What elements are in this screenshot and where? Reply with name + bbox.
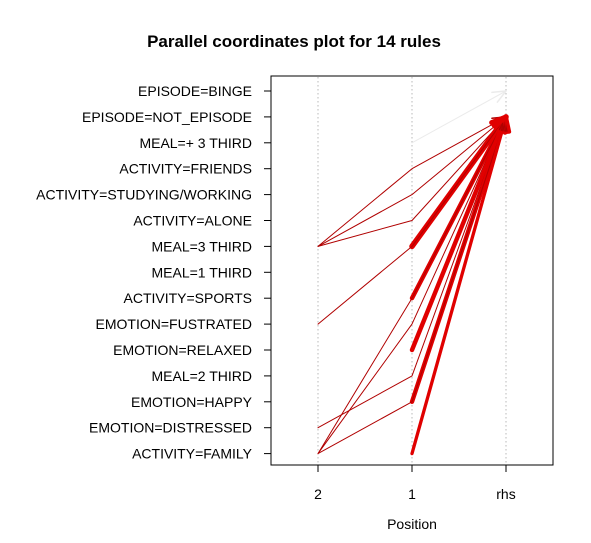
y-item-label: EPISODE=NOT_EPISODE: [82, 109, 252, 125]
rule-arrowheads: [489, 90, 512, 135]
y-item-label: MEAL=+ 3 THIRD: [139, 135, 252, 151]
y-item-label: ACTIVITY=STUDYING/WORKING: [36, 187, 252, 203]
y-axis-labels: EPISODE=BINGE EPISODE=NOT_EPISODE MEAL=+ 3…: [36, 83, 271, 462]
y-item-label: MEAL=3 THIRD: [152, 238, 253, 254]
rule-line-6: [317, 116, 507, 325]
rule-line-14: [410, 115, 508, 456]
rule-line-10: [409, 114, 509, 353]
y-item-label: MEAL=1 THIRD: [152, 264, 253, 280]
rule-line-1: [411, 90, 507, 144]
x-tick-label: 2: [314, 486, 322, 502]
rule-line-3: [317, 116, 507, 247]
rule-arrowhead-14: [494, 115, 511, 133]
x-tick-label: 1: [408, 486, 416, 502]
chart-title: Parallel coordinates plot for 14 rules: [147, 32, 441, 51]
y-item-label: EMOTION=HAPPY: [131, 394, 253, 410]
y-item-label: ACTIVITY=ALONE: [133, 213, 252, 229]
rule-lines: [317, 90, 509, 456]
y-item-label: MEAL=2 THIRD: [152, 368, 253, 384]
rule-line-2: [317, 116, 507, 247]
x-axis-label: Position: [387, 516, 437, 532]
y-item-label: ACTIVITY=SPORTS: [124, 290, 253, 306]
rule-line-13: [317, 116, 507, 455]
x-tick-label: rhs: [496, 486, 515, 502]
rule-line-11: [317, 116, 507, 429]
x-axis: 2 1 rhs: [314, 465, 516, 502]
y-item-label: EPISODE=BINGE: [138, 83, 252, 99]
grid-lines: [317, 77, 507, 464]
y-item-label: EMOTION=FUSTRATED: [96, 316, 252, 332]
rule-line-4: [317, 116, 507, 247]
y-item-label: EMOTION=DISTRESSED: [89, 420, 252, 436]
rule-arrowhead-1: [491, 90, 507, 103]
y-item-label: ACTIVITY=FRIENDS: [119, 161, 252, 177]
y-item-label: ACTIVITY=FAMILY: [132, 446, 253, 462]
y-item-label: EMOTION=RELAXED: [113, 342, 252, 358]
rule-line-8: [317, 116, 507, 455]
